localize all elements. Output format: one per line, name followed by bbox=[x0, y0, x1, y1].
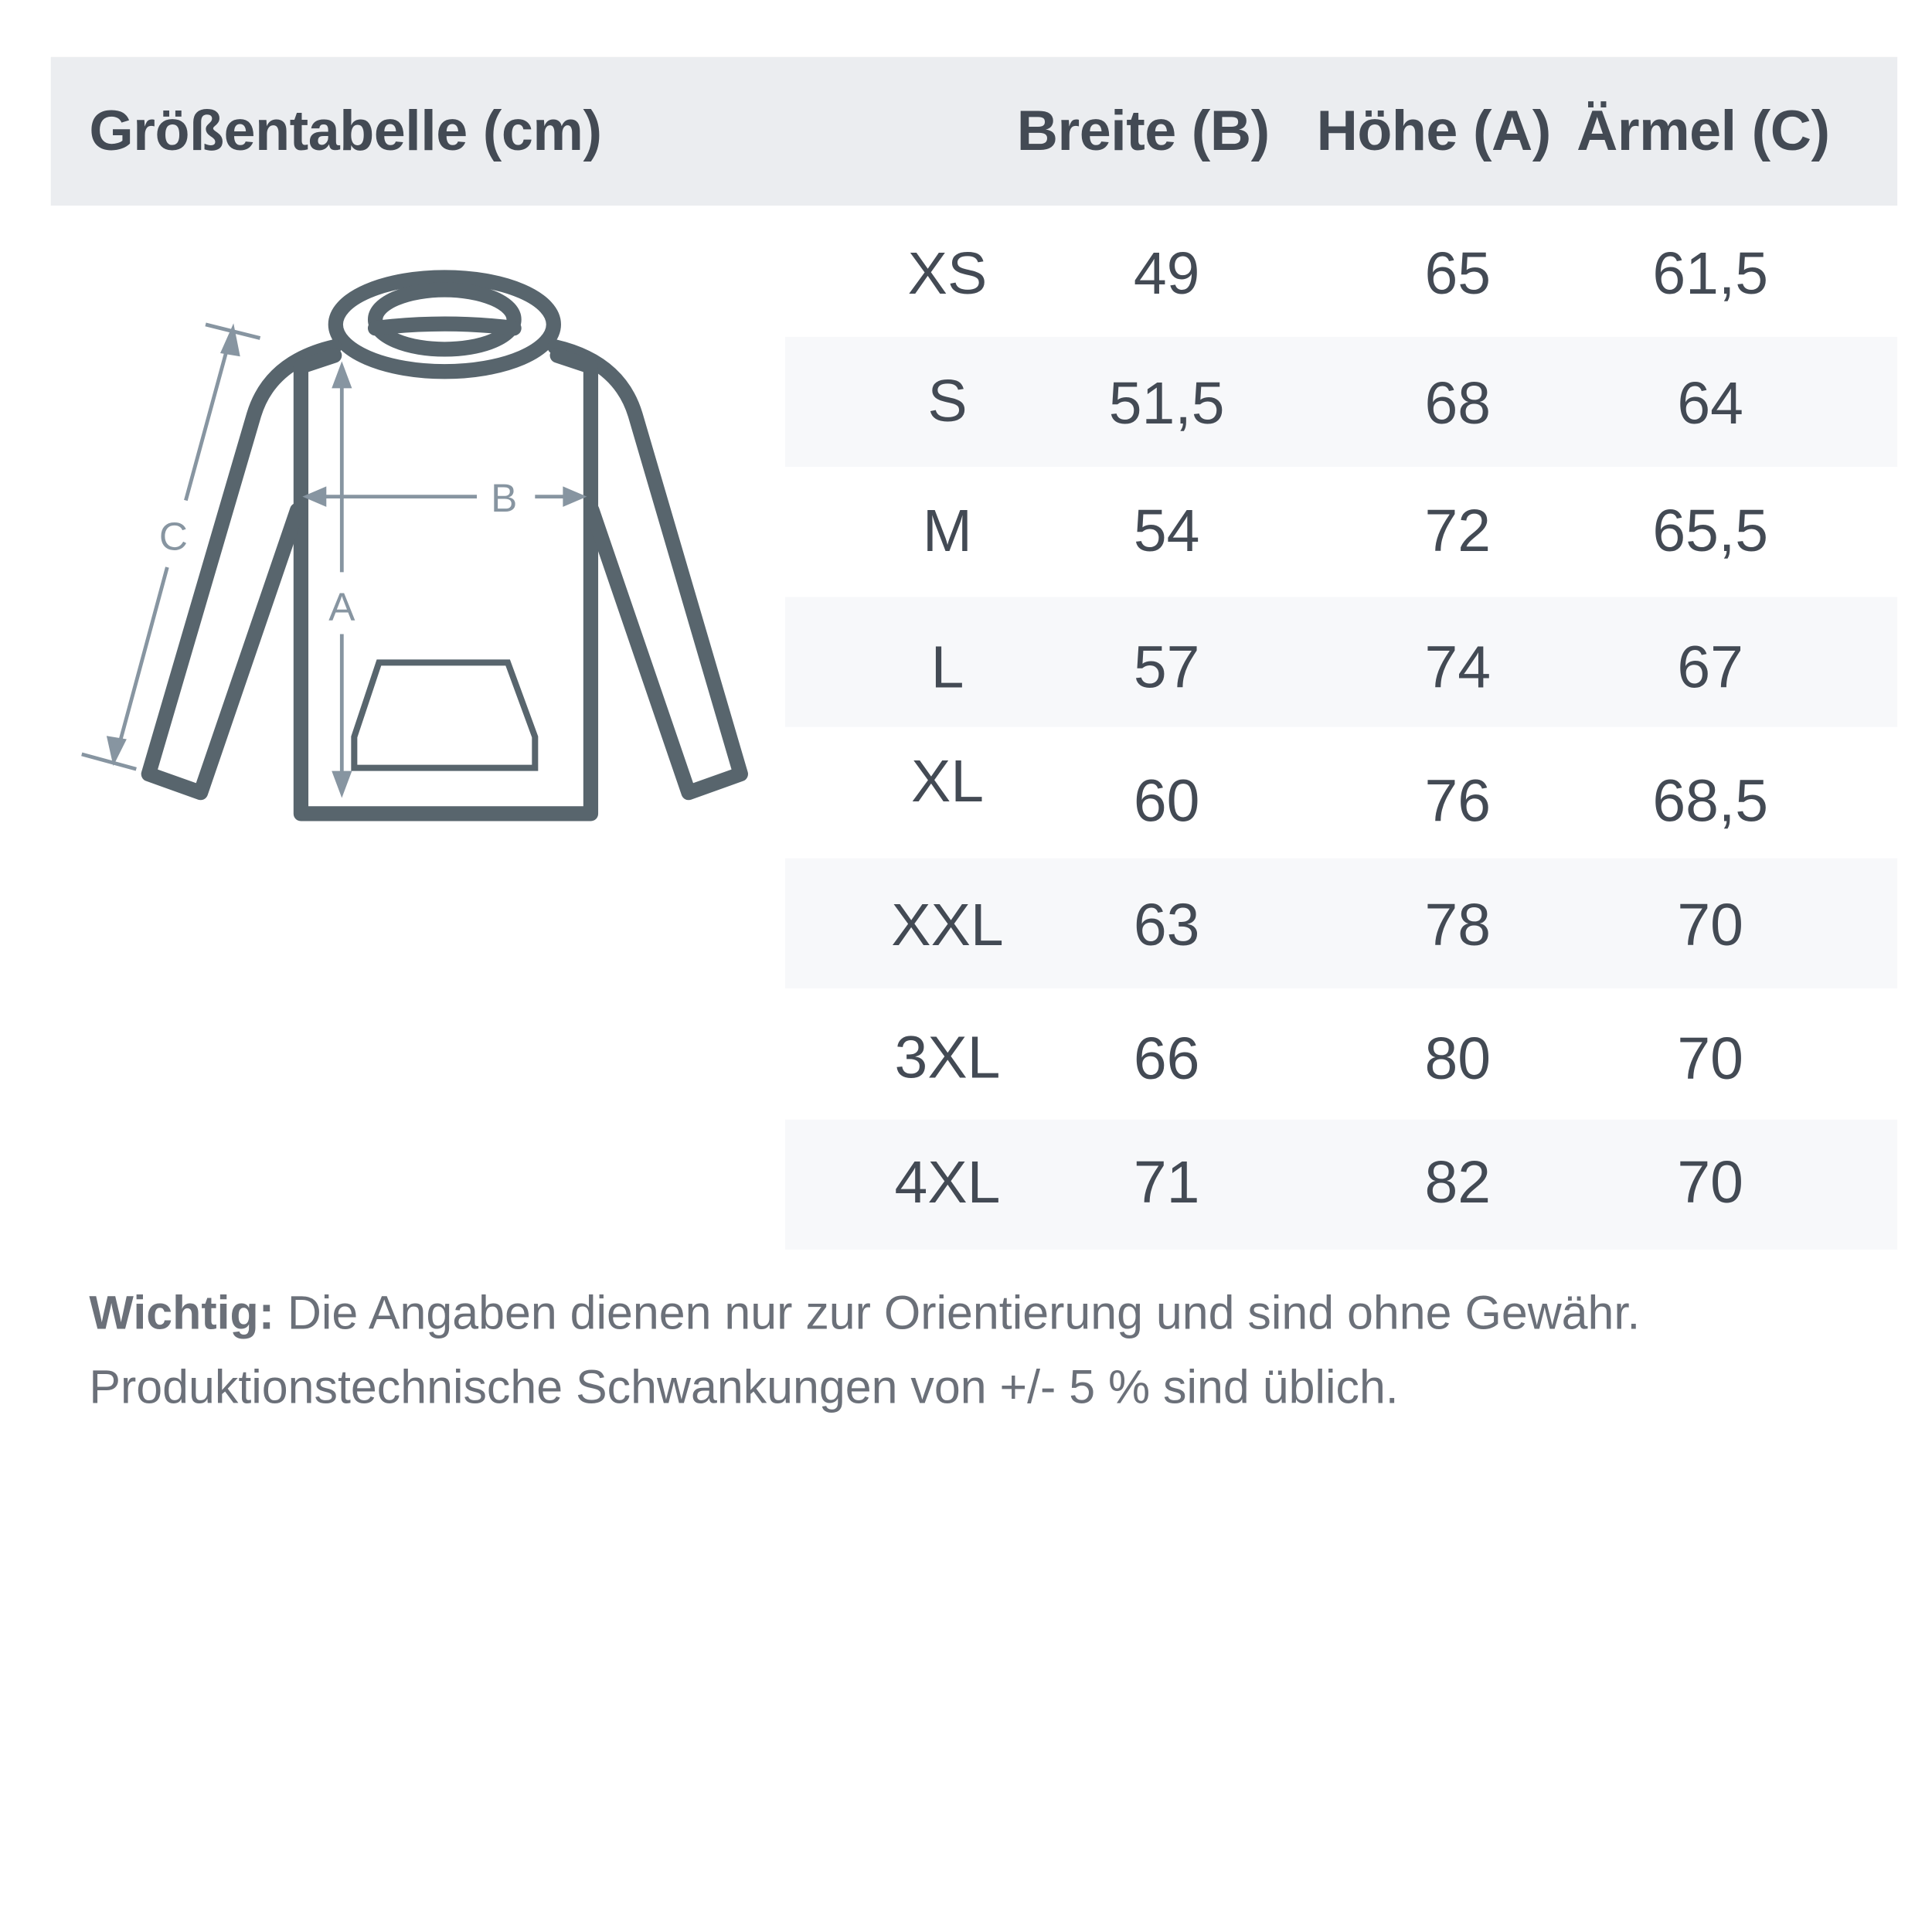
size-label: M bbox=[922, 498, 973, 565]
cell-aermel: 64 bbox=[1677, 371, 1743, 437]
footer-note-line1: Wichtig: Die Angaben dienen nur zur Orie… bbox=[89, 1288, 1640, 1342]
cell-aermel: 61,5 bbox=[1652, 241, 1769, 308]
label-a: A bbox=[328, 585, 355, 629]
size-label: XXL bbox=[891, 893, 1004, 959]
cell-hoehe: 68 bbox=[1424, 371, 1492, 437]
cell-hoehe: 80 bbox=[1424, 1026, 1492, 1093]
cell-hoehe: 72 bbox=[1424, 498, 1492, 565]
cell-breite: 57 bbox=[1133, 635, 1200, 702]
cell-aermel: 70 bbox=[1677, 1026, 1743, 1093]
measure-arrows-icon bbox=[81, 322, 587, 798]
cell-breite: 54 bbox=[1133, 498, 1200, 565]
row-band bbox=[785, 336, 1898, 468]
pocket-icon bbox=[351, 659, 539, 771]
label-b: B bbox=[491, 476, 517, 520]
cell-breite: 51,5 bbox=[1108, 371, 1225, 437]
cell-hoehe: 82 bbox=[1424, 1150, 1492, 1216]
column-header-breite: Breite (B) bbox=[1016, 97, 1270, 162]
footer-label: Wichtig: bbox=[89, 1287, 275, 1341]
size-label: L bbox=[930, 635, 964, 702]
cell-hoehe: 76 bbox=[1424, 769, 1492, 835]
chart-title: Größentabelle (cm) bbox=[89, 97, 602, 162]
cell-breite: 60 bbox=[1133, 769, 1200, 835]
cell-hoehe: 74 bbox=[1424, 635, 1492, 702]
label-c: C bbox=[159, 515, 188, 559]
hoodie-outline-icon bbox=[141, 270, 748, 821]
size-label: 4XL bbox=[894, 1150, 1001, 1216]
cell-aermel: 67 bbox=[1677, 635, 1743, 702]
cell-aermel: 70 bbox=[1677, 893, 1743, 959]
cell-breite: 66 bbox=[1133, 1026, 1200, 1093]
footer-text: Die Angaben dienen nur zur Orientierung … bbox=[274, 1287, 1641, 1341]
table-header bbox=[50, 56, 1898, 206]
cell-aermel: 65,5 bbox=[1652, 498, 1769, 565]
size-label: 3XL bbox=[894, 1025, 1001, 1091]
row-band bbox=[785, 858, 1898, 988]
column-header-aermel: Ärmel (C) bbox=[1577, 97, 1830, 162]
cell-aermel: 70 bbox=[1677, 1150, 1743, 1216]
size-label: S bbox=[927, 369, 968, 435]
cell-breite: 49 bbox=[1133, 241, 1200, 308]
cell-aermel: 68,5 bbox=[1652, 769, 1769, 835]
cell-hoehe: 78 bbox=[1424, 893, 1492, 959]
cell-hoehe: 65 bbox=[1424, 241, 1492, 308]
row-band bbox=[785, 1119, 1898, 1250]
footer-note-line2: Produktionstechnische Schwankungen von +… bbox=[89, 1362, 1399, 1415]
size-label: XL bbox=[910, 749, 985, 815]
row-band bbox=[785, 597, 1898, 727]
size-label: XS bbox=[907, 241, 988, 308]
column-header-hoehe: Höhe (A) bbox=[1316, 97, 1552, 162]
cell-breite: 63 bbox=[1133, 893, 1200, 959]
cell-breite: 71 bbox=[1133, 1150, 1200, 1216]
